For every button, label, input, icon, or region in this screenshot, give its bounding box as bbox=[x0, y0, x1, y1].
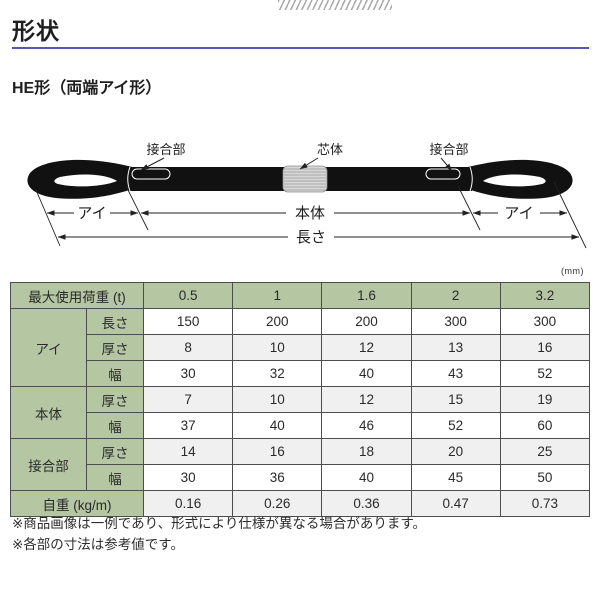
table-row: 幅 30 36 40 45 50 bbox=[11, 464, 591, 491]
sling-eye-left bbox=[27, 159, 132, 199]
cell: 200 bbox=[232, 308, 323, 335]
callout-leader-lines bbox=[140, 157, 453, 172]
cell: 300 bbox=[499, 308, 591, 335]
cell: 150 bbox=[142, 308, 234, 335]
cell: 40 bbox=[232, 412, 323, 439]
label-eye-right: アイ bbox=[504, 205, 533, 222]
label-length: 長さ bbox=[296, 229, 326, 246]
cell: 0.73 bbox=[499, 490, 591, 517]
cell: 30 bbox=[142, 360, 234, 387]
cell: 7 bbox=[142, 386, 234, 413]
footnote-line: ※商品画像は一例であり、形式により仕様が異なる場合があります。 bbox=[12, 516, 427, 531]
table-row: 幅 37 40 46 52 60 bbox=[11, 412, 591, 439]
group-label-joint: 接合部 bbox=[10, 438, 87, 491]
capacity-value: 1.6 bbox=[321, 282, 412, 309]
section-subtitle: HE形（両端アイ形） bbox=[12, 80, 162, 97]
dim-label: 長さ bbox=[86, 308, 144, 335]
capacity-value: 3.2 bbox=[499, 282, 591, 309]
cell: 37 bbox=[142, 412, 234, 439]
cell: 30 bbox=[142, 464, 234, 491]
cell: 20 bbox=[410, 438, 501, 465]
table-row: 本体 厚さ 7 10 12 15 19 bbox=[10, 386, 591, 439]
table-header-row: 最大使用荷重 (t) 0.5 1 1.6 2 3.2 bbox=[10, 282, 591, 309]
table-row: 自重 (kg/m) 0.16 0.26 0.36 0.47 0.73 bbox=[10, 490, 591, 517]
cell: 0.26 bbox=[232, 490, 323, 517]
cell: 0.16 bbox=[142, 490, 234, 517]
cell: 19 bbox=[499, 386, 591, 413]
sling-eye-right bbox=[468, 159, 573, 199]
cell: 12 bbox=[321, 334, 412, 361]
load-capacity-header: 最大使用荷重 (t) bbox=[10, 282, 144, 309]
label-eye-left: アイ bbox=[77, 205, 106, 222]
cell: 8 bbox=[142, 334, 234, 361]
cell: 0.36 bbox=[321, 490, 412, 517]
top-stripe-decoration bbox=[278, 0, 392, 10]
cell: 12 bbox=[321, 386, 412, 413]
table-unit-note: (mm) bbox=[561, 266, 584, 276]
label-joint-left: 接合部 bbox=[146, 142, 185, 157]
table-row: アイ 長さ 150 200 200 300 300 bbox=[10, 308, 591, 387]
cell: 16 bbox=[499, 334, 591, 361]
cell: 52 bbox=[410, 412, 501, 439]
cell: 300 bbox=[410, 308, 501, 335]
table-row: 接合部 厚さ 14 16 18 20 25 bbox=[10, 438, 591, 491]
sling-diagram: 接合部 芯体 接合部 アイ 本体 アイ 長さ bbox=[27, 142, 587, 249]
cell: 32 bbox=[232, 360, 323, 387]
cell: 43 bbox=[410, 360, 501, 387]
cell: 10 bbox=[232, 334, 323, 361]
table-row: 厚さ 8 10 12 13 16 bbox=[11, 334, 591, 361]
cell: 60 bbox=[499, 412, 591, 439]
cell: 14 bbox=[142, 438, 234, 465]
cell: 13 bbox=[410, 334, 501, 361]
label-body: 本体 bbox=[295, 205, 325, 222]
group-label-weight: 自重 (kg/m) bbox=[10, 490, 144, 517]
dim-label: 厚さ bbox=[86, 386, 144, 413]
dim-label: 幅 bbox=[86, 412, 144, 439]
label-joint-right: 接合部 bbox=[429, 142, 468, 157]
group-label-body: 本体 bbox=[10, 386, 87, 439]
cell: 18 bbox=[321, 438, 412, 465]
dim-label: 幅 bbox=[86, 360, 144, 387]
cell: 46 bbox=[321, 412, 412, 439]
cell: 36 bbox=[232, 464, 323, 491]
cell: 16 bbox=[232, 438, 323, 465]
joint-mark-right bbox=[425, 168, 461, 180]
footnotes: ※商品画像は一例であり、形式により仕様が異なる場合があります。 ※各部の寸法は参… bbox=[12, 513, 426, 555]
footnote-line: ※各部の寸法は参考値です。 bbox=[12, 537, 184, 552]
capacity-value: 1 bbox=[232, 282, 323, 309]
capacity-value: 2 bbox=[410, 282, 501, 309]
cell: 52 bbox=[499, 360, 591, 387]
dim-label: 厚さ bbox=[86, 438, 144, 465]
group-label-eye: アイ bbox=[10, 308, 87, 387]
capacity-value: 0.5 bbox=[142, 282, 234, 309]
dim-label: 幅 bbox=[86, 464, 144, 491]
cell: 25 bbox=[499, 438, 591, 465]
cell: 0.47 bbox=[410, 490, 501, 517]
cell: 15 bbox=[410, 386, 501, 413]
cell: 50 bbox=[499, 464, 591, 491]
cell: 10 bbox=[232, 386, 323, 413]
cell: 40 bbox=[321, 360, 412, 387]
title-underline bbox=[12, 47, 589, 49]
cell: 45 bbox=[410, 464, 501, 491]
sling-core-section bbox=[282, 165, 328, 193]
joint-mark-left bbox=[131, 168, 171, 180]
page-title: 形状 bbox=[12, 18, 60, 44]
spec-table: 最大使用荷重 (t) 0.5 1 1.6 2 3.2 アイ 長さ 150 200… bbox=[10, 282, 591, 517]
label-core: 芯体 bbox=[317, 142, 343, 157]
dimension-extension-lines bbox=[35, 181, 587, 249]
dim-label: 厚さ bbox=[86, 334, 144, 361]
cell: 200 bbox=[321, 308, 412, 335]
table-row: 幅 30 32 40 43 52 bbox=[11, 360, 591, 387]
cell: 40 bbox=[321, 464, 412, 491]
